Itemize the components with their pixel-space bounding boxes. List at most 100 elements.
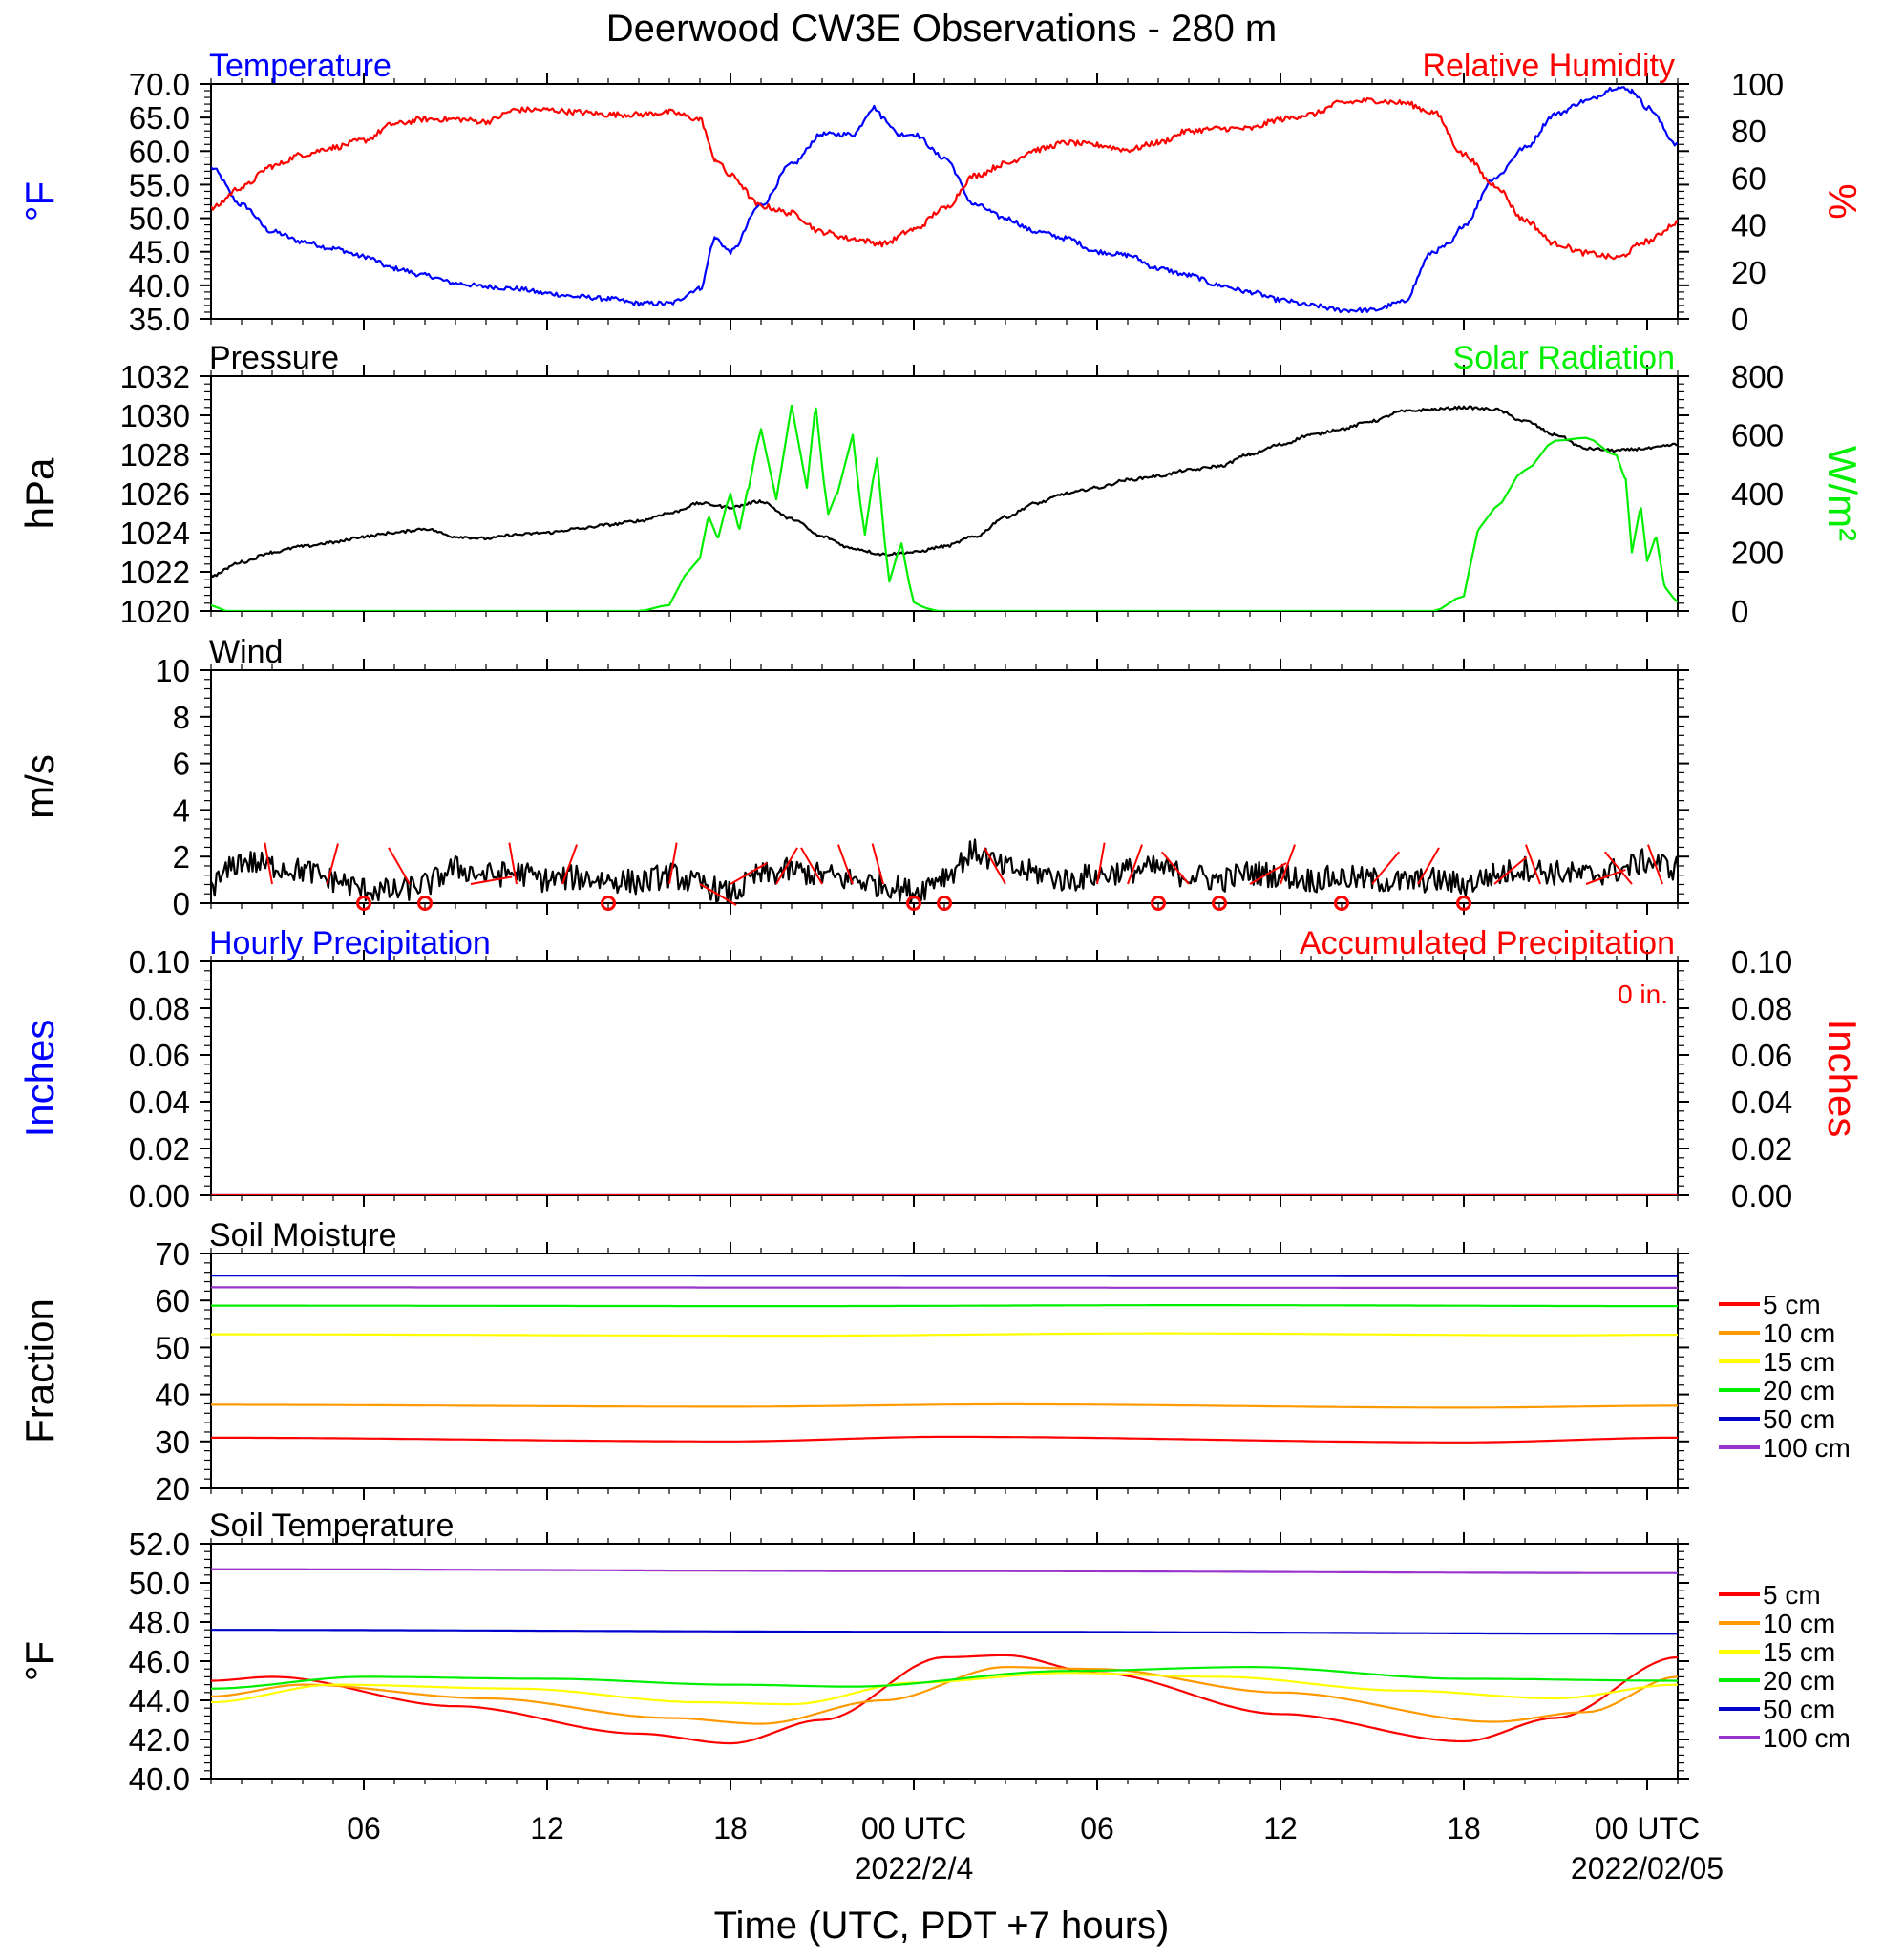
y-tick-label-right: 200 (1731, 536, 1784, 571)
wind-barb (1647, 844, 1663, 885)
y-tick-label-left: 0.10 (129, 944, 190, 980)
y-axis-title-right: Inches (1820, 1020, 1865, 1138)
y-tick-label-left: 35.0 (129, 302, 190, 337)
y-tick-label-left: 48.0 (129, 1605, 190, 1640)
y-tick-label-right: 0 (1731, 594, 1748, 629)
y-tick-label-left: 60.0 (129, 134, 190, 169)
y-tick-label-right: 20 (1731, 255, 1767, 290)
series-line-pressure (211, 405, 1678, 579)
series-line-5-cm (211, 1654, 1678, 1745)
panel-soil_moisture: 20 30 40 50 60 70 Soil Moisture Fraction 5 cm10 … (17, 1217, 1851, 1507)
wind-barb (699, 883, 737, 906)
legend-label: 5 cm (1763, 1290, 1821, 1319)
legend-label: 15 cm (1763, 1637, 1835, 1667)
series-line-solar-radiation (211, 404, 1678, 611)
series-line-50-cm (211, 1629, 1678, 1635)
wind-barb (1417, 847, 1440, 885)
y-tick-label-right: 80 (1731, 114, 1767, 149)
calm-wind-marker (937, 896, 952, 911)
y-tick-label-left: 2 (173, 839, 190, 875)
series-group (211, 838, 1678, 903)
series-line-100-cm (211, 1568, 1678, 1574)
wind-barb (1371, 851, 1401, 885)
panel-precip: 0.00 0.02 0.04 0.06 0.08 0.10 0.00 0.02 0.04 0.06… (17, 925, 1865, 1213)
series-line-10-cm (211, 1402, 1678, 1409)
panel-title-left: Soil Temperature (209, 1507, 454, 1544)
y-tick-label-left: 20 (155, 1471, 190, 1507)
y-tick-label-right: 40 (1731, 208, 1767, 243)
wind-barb (730, 862, 768, 885)
series-line-5-cm (211, 1435, 1678, 1444)
y-tick-label-left: 40.0 (129, 268, 190, 304)
y-axis-title-right: % (1820, 183, 1865, 219)
wind-barb (1249, 862, 1287, 885)
wind-barb (388, 847, 411, 885)
panel-title-left: Soil Moisture (209, 1217, 397, 1254)
y-axis-title-right: W/m² (1820, 446, 1865, 541)
wind-barb (837, 844, 854, 885)
y-tick-label-left: 1030 (120, 398, 190, 433)
panel-title-right: Accumulated Precipitation (1300, 925, 1675, 961)
series-line-20-cm (211, 1304, 1678, 1308)
accumulated-total-label: 0 in. (1618, 980, 1668, 1009)
series-line-100-cm (211, 1286, 1678, 1289)
x-tick-label: 18 (713, 1811, 748, 1845)
y-tick-label-left: 50.0 (129, 1566, 190, 1601)
y-tick-label-right: 0.06 (1731, 1038, 1792, 1073)
wind-barb (984, 847, 1006, 885)
legend-label: 50 cm (1763, 1404, 1835, 1434)
series-line-10-cm (211, 1666, 1678, 1725)
wind-barb (1280, 844, 1296, 885)
x-tick-label: 12 (1263, 1811, 1298, 1845)
y-tick-label-left: 45.0 (129, 235, 190, 270)
legend-label: 15 cm (1763, 1347, 1835, 1377)
legend-label: 100 cm (1763, 1433, 1851, 1463)
y-tick-label-right: 100 (1731, 67, 1784, 102)
y-tick-label-left: 0.06 (129, 1038, 190, 1073)
figure-title: Deerwood CW3E Observations - 280 m (606, 8, 1278, 50)
y-axis-title-left: m/s (17, 754, 62, 819)
y-tick-label-left: 0.04 (129, 1085, 190, 1120)
y-axis-title-left: Fraction (17, 1298, 62, 1444)
calm-wind-marker (1212, 896, 1227, 911)
y-tick-label-left: 10 (155, 653, 190, 688)
y-axis-title-left: Inches (17, 1020, 62, 1138)
y-tick-label-left: 42.0 (129, 1722, 190, 1758)
wind-barb (1525, 844, 1541, 885)
y-tick-label-left: 60 (155, 1283, 190, 1318)
series-line-15-cm (211, 1332, 1678, 1338)
y-tick-label-left: 4 (173, 792, 190, 828)
wind-barb (668, 842, 678, 885)
panel-title-right: Relative Humidity (1422, 48, 1675, 84)
y-tick-label-right: 0.04 (1731, 1085, 1792, 1120)
y-tick-label-right: 0.00 (1731, 1178, 1792, 1213)
y-tick-label-left: 0.08 (129, 991, 190, 1026)
y-tick-label-right: 600 (1731, 418, 1784, 453)
series-line-temperature (211, 86, 1678, 314)
y-tick-label-left: 55.0 (129, 167, 190, 202)
y-tick-label-left: 8 (173, 700, 190, 735)
series-line-relative-humidity (211, 96, 1678, 261)
y-tick-label-right: 60 (1731, 160, 1767, 196)
x-tick-label: 06 (1080, 1811, 1114, 1845)
y-tick-label-left: 0.00 (129, 1178, 190, 1213)
panel-title-left: Wind (209, 634, 283, 670)
y-tick-label-left: 70 (155, 1236, 190, 1272)
y-tick-label-left: 30 (155, 1424, 190, 1460)
panel-title-left: Hourly Precipitation (209, 925, 491, 961)
x-date-label: 2022/2/4 (855, 1851, 974, 1886)
legend-label: 20 cm (1763, 1666, 1835, 1696)
y-tick-label-left: 0 (173, 886, 190, 921)
wind-barb (1096, 842, 1106, 885)
series-line-50-cm (211, 1275, 1678, 1277)
wind-barb (800, 847, 823, 885)
y-tick-label-left: 1032 (120, 359, 190, 394)
series-group (211, 86, 1678, 314)
wind-barb (1127, 844, 1143, 885)
panel-title-right: Solar Radiation (1453, 340, 1675, 376)
legend-label: 10 cm (1763, 1318, 1835, 1348)
wind-barb (470, 875, 513, 885)
y-tick-label-left: 1028 (120, 437, 190, 473)
wind-barb (326, 843, 339, 885)
